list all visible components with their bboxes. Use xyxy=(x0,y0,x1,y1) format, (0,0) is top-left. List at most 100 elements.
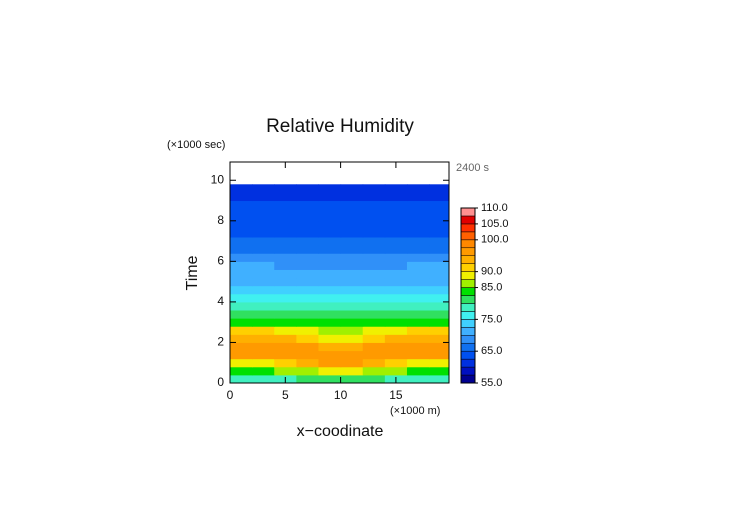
annotation: 2400 s xyxy=(456,162,490,174)
colorbar-band xyxy=(460,255,476,264)
cell xyxy=(406,301,430,311)
cell xyxy=(252,366,275,376)
cell xyxy=(406,277,430,287)
cell xyxy=(230,200,253,222)
cell xyxy=(296,293,319,303)
x-tick-label: 15 xyxy=(389,388,403,402)
cell xyxy=(230,261,253,270)
cell xyxy=(384,261,408,270)
cell xyxy=(230,184,253,202)
colorbar-tick-label: 75.0 xyxy=(481,313,502,325)
cell xyxy=(296,237,319,246)
cell xyxy=(318,358,342,368)
cell xyxy=(384,245,408,254)
colorbar-band xyxy=(460,247,476,256)
cell xyxy=(406,326,430,335)
colorbar-band xyxy=(460,327,476,336)
cell xyxy=(429,350,450,360)
cell xyxy=(318,310,342,319)
cell xyxy=(296,334,319,343)
colorbar-band xyxy=(460,350,476,360)
cell xyxy=(429,237,450,246)
cell xyxy=(340,277,364,287)
y-tick-label: 0 xyxy=(217,375,224,389)
colorbar-band xyxy=(460,231,476,241)
cell xyxy=(406,245,430,254)
colorbar-band xyxy=(460,279,476,288)
y-axis-label: Time xyxy=(184,255,201,290)
cell xyxy=(318,245,342,254)
cell xyxy=(296,301,319,311)
cell xyxy=(252,220,275,238)
cell xyxy=(230,318,253,327)
cell xyxy=(252,374,275,384)
y-unit: (×1000 sec) xyxy=(167,139,225,151)
cell xyxy=(296,318,319,327)
cell xyxy=(296,342,319,352)
cell xyxy=(296,253,319,262)
cell xyxy=(274,326,297,335)
cell xyxy=(340,285,364,295)
cell xyxy=(340,253,364,262)
cell xyxy=(230,358,253,368)
cell xyxy=(318,293,342,303)
cell xyxy=(362,184,386,202)
cell xyxy=(252,358,275,368)
cell xyxy=(384,277,408,287)
cell xyxy=(230,253,253,262)
cell xyxy=(384,310,408,319)
cell xyxy=(230,269,253,279)
cell xyxy=(252,261,275,270)
cell xyxy=(384,269,408,279)
cell xyxy=(340,358,364,368)
cell xyxy=(384,350,408,360)
cell xyxy=(230,310,253,319)
cell xyxy=(296,200,319,222)
cell xyxy=(384,184,408,202)
cell xyxy=(274,200,297,222)
y-tick-label: 10 xyxy=(211,172,225,186)
y-tick-label: 8 xyxy=(217,213,224,227)
cell xyxy=(274,301,297,311)
colorbar-tick-label: 100.0 xyxy=(481,234,509,246)
cell xyxy=(252,334,275,343)
colorbar-band xyxy=(460,295,476,304)
cell xyxy=(362,253,386,262)
cell xyxy=(406,269,430,279)
cell xyxy=(274,334,297,343)
x-unit: (×1000 m) xyxy=(390,405,440,417)
cell xyxy=(406,293,430,303)
cell xyxy=(296,358,319,368)
cell xyxy=(230,326,253,335)
cell xyxy=(362,374,386,384)
colorbar-band xyxy=(460,263,476,272)
chart-title: Relative Humidity xyxy=(266,116,414,137)
colorbar-band xyxy=(460,271,476,280)
cell xyxy=(406,334,430,343)
cell xyxy=(384,301,408,311)
cell xyxy=(252,293,275,303)
cell xyxy=(362,350,386,360)
cell xyxy=(340,200,364,222)
cell xyxy=(429,200,450,222)
colorbar-band xyxy=(460,335,476,344)
cell xyxy=(252,277,275,287)
y-tick-label: 2 xyxy=(217,335,224,349)
cell xyxy=(318,237,342,246)
cell xyxy=(406,200,430,222)
cell xyxy=(296,220,319,238)
cell xyxy=(429,326,450,335)
colorbar-tick-label: 105.0 xyxy=(481,218,509,230)
cell xyxy=(362,326,386,335)
cell xyxy=(384,293,408,303)
cell xyxy=(340,269,364,279)
cell xyxy=(296,261,319,270)
cell xyxy=(340,184,364,202)
cell xyxy=(230,237,253,246)
cell xyxy=(429,277,450,287)
colorbar-band xyxy=(460,374,476,384)
x-tick-label: 10 xyxy=(334,388,348,402)
cell xyxy=(318,366,342,376)
cell xyxy=(296,350,319,360)
